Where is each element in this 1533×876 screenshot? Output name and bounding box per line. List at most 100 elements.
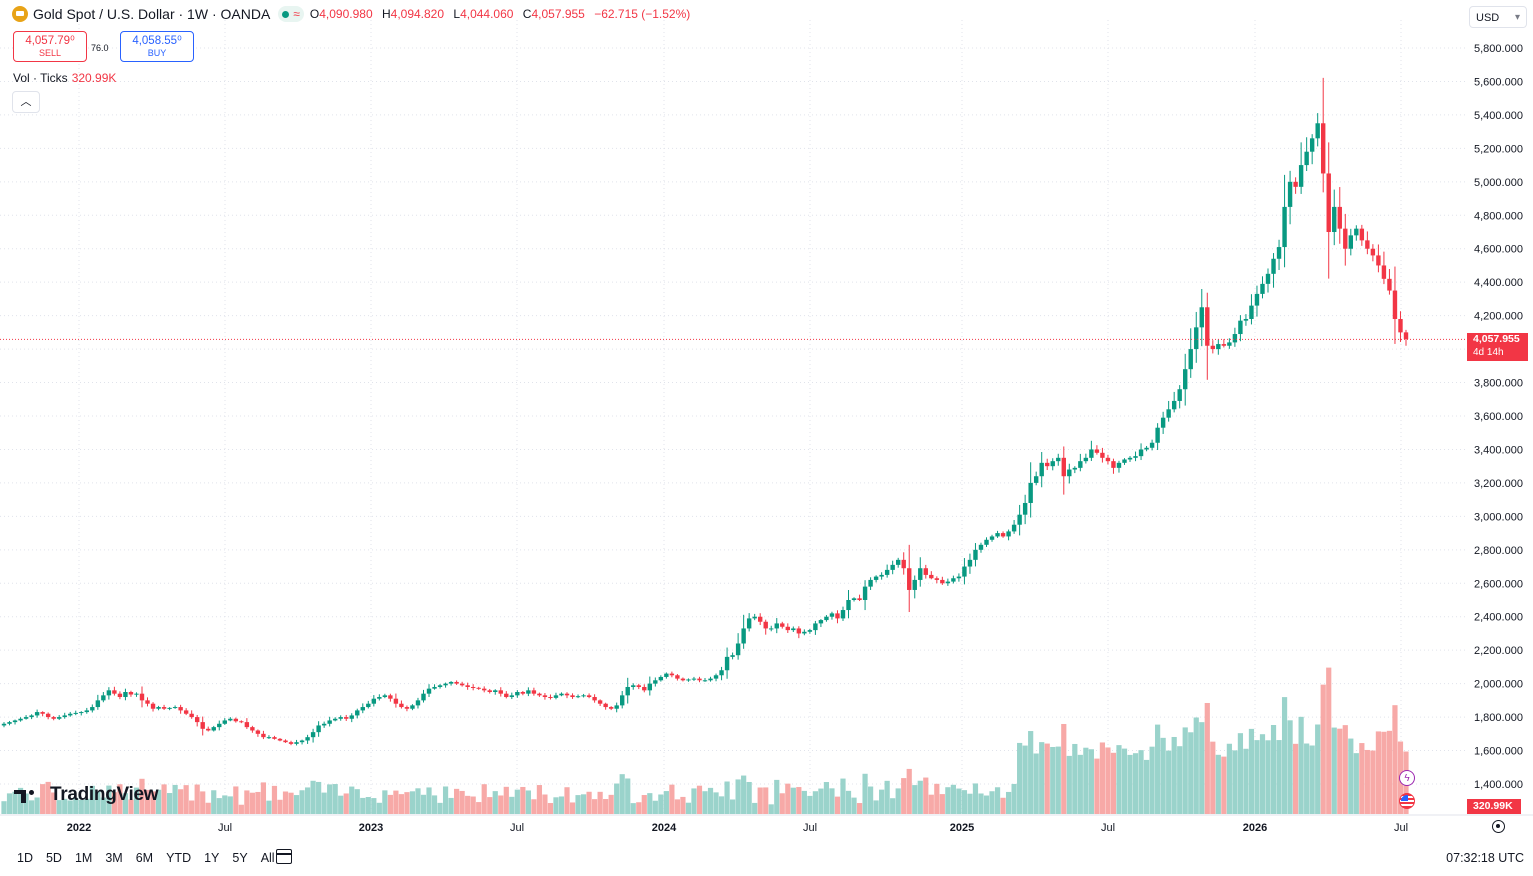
candle-body: [355, 710, 360, 716]
range-selector: 1D 5D 1M 3M 6M YTD 1Y 5Y All: [17, 851, 288, 865]
volume-bar: [525, 790, 531, 814]
candle-body: [1144, 447, 1149, 450]
volume-bar: [956, 788, 962, 814]
volume-bar: [939, 794, 945, 814]
range-button-1m[interactable]: 1M: [74, 851, 93, 865]
candle-body: [1309, 138, 1315, 152]
volume-bar: [823, 782, 830, 814]
volume-bar: [398, 794, 405, 814]
candle-body: [470, 686, 476, 688]
volume-bar: [1110, 752, 1117, 814]
volume-bar: [200, 791, 206, 814]
settings-gear-icon[interactable]: [1492, 820, 1505, 833]
sell-button[interactable]: 4,057.79⁰ SELL: [13, 31, 87, 62]
price-tick-label: 3,400.000: [1474, 444, 1523, 456]
range-button-6m[interactable]: 6M: [135, 851, 154, 865]
candle-body: [338, 717, 343, 719]
candle-body: [1354, 228, 1359, 236]
candle-body: [1232, 334, 1238, 343]
volume-bar: [260, 782, 267, 814]
range-button-5y[interactable]: 5Y: [232, 851, 248, 865]
range-button-5d[interactable]: 5D: [45, 851, 62, 865]
volume-bar: [812, 791, 818, 814]
range-button-1y[interactable]: 1Y: [204, 851, 220, 865]
candle-body: [1216, 344, 1221, 350]
volume-bar: [536, 785, 543, 814]
low-label: L: [453, 7, 461, 21]
candle-body: [1348, 235, 1354, 249]
volume-bar: [393, 790, 399, 814]
candle-body: [73, 712, 78, 714]
time-tick-label: 2024: [652, 822, 677, 834]
candle-body: [995, 533, 1000, 537]
currency-selector[interactable]: USD ▾: [1469, 6, 1527, 28]
candle-body: [84, 710, 89, 713]
collapse-legend-button[interactable]: ︿: [12, 91, 40, 113]
candle-body: [123, 692, 128, 698]
candle-body: [1260, 283, 1265, 294]
volume-bar: [796, 787, 802, 814]
candle-body: [310, 732, 316, 738]
volume-bar: [442, 786, 449, 814]
candle-body: [1343, 228, 1348, 249]
range-button-ytd[interactable]: YTD: [166, 851, 192, 865]
candle-body: [1100, 452, 1105, 458]
candle-body: [493, 690, 498, 692]
symbol-title[interactable]: Gold Spot / U.S. Dollar · 1W · OANDA: [33, 6, 271, 22]
volume-bar: [674, 799, 681, 814]
price-axis[interactable]: 5,800.000 5,600.000 5,400.000 5,200.000 5,00…: [1474, 43, 1523, 791]
us-flag-event-icon[interactable]: [1399, 793, 1415, 809]
candle-body: [1254, 293, 1260, 306]
volume-bar: [78, 799, 84, 814]
market-status-badge[interactable]: ≈: [278, 6, 304, 22]
volume-bar: [205, 802, 211, 814]
volume-bar: [978, 793, 984, 814]
candle-body: [1111, 461, 1116, 468]
candle-body: [255, 730, 261, 734]
volume-bar: [768, 804, 774, 814]
flash-event-icon[interactable]: ϟ: [1399, 770, 1415, 786]
candle-body: [7, 722, 12, 724]
candle-body: [1199, 307, 1204, 328]
volume-bar: [271, 785, 278, 814]
candle-body: [807, 630, 813, 632]
candle-body: [1304, 151, 1309, 166]
volume-bar: [707, 787, 714, 814]
buy-button[interactable]: 4,058.55⁰ BUY: [120, 31, 194, 62]
tradingview-logo[interactable]: TradingView: [14, 784, 159, 806]
bar-countdown: 4d 14h: [1473, 347, 1504, 358]
candle-body: [288, 742, 294, 744]
volume-bar: [62, 798, 68, 814]
volume-bar: [1326, 667, 1332, 814]
volume-bar: [249, 792, 255, 814]
price-tick-label: 4,600.000: [1474, 244, 1523, 256]
volume-bar: [1011, 783, 1017, 814]
volume-bar: [1000, 797, 1006, 814]
range-button-all[interactable]: All: [260, 851, 275, 865]
volume-bar: [1116, 745, 1122, 814]
range-button-1d[interactable]: 1D: [17, 851, 33, 865]
candle-body: [785, 626, 790, 631]
candle-body: [686, 679, 691, 681]
candle-body: [167, 707, 172, 709]
candle-body: [465, 685, 470, 687]
candle-body: [106, 690, 112, 696]
volume-bar: [1210, 741, 1216, 814]
candle-body: [835, 613, 840, 619]
volume-bar: [150, 791, 156, 814]
calendar-icon[interactable]: [276, 849, 292, 864]
volume-bar: [360, 797, 366, 814]
volume-bar: [614, 783, 620, 814]
candle-body: [487, 690, 492, 692]
open-label: O: [309, 7, 320, 21]
range-button-3m[interactable]: 3M: [105, 851, 123, 865]
time-axis[interactable]: 2022 Jul 2023 Jul 2024 Jul 2025 Jul 2026 Jul: [67, 822, 1408, 834]
clock[interactable]: 07:32:18 UTC: [1446, 851, 1524, 865]
volume-legend[interactable]: Vol · Ticks 320.99K: [13, 71, 116, 85]
candle-body: [1061, 457, 1066, 477]
volume-bar: [1077, 754, 1083, 814]
volume-bar: [641, 795, 647, 814]
candle-body: [178, 707, 183, 711]
candle-body: [272, 737, 277, 739]
